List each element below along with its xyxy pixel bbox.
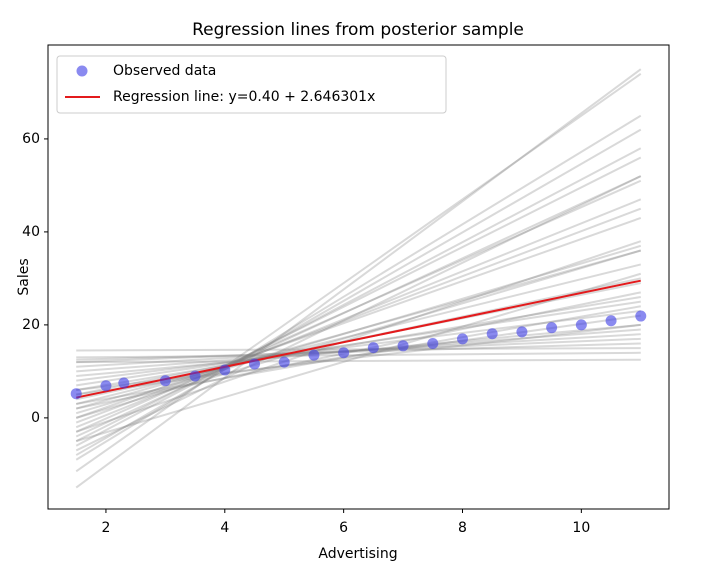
data-point — [516, 326, 528, 338]
sample-line — [75, 240, 642, 433]
data-point — [367, 342, 379, 354]
sample-line — [75, 207, 642, 424]
sample-line — [76, 296, 641, 391]
x-tick-label: 8 — [458, 520, 467, 536]
data-point — [456, 333, 468, 345]
sample-line — [75, 179, 642, 433]
sample-line — [75, 114, 642, 461]
sample-line — [75, 175, 642, 452]
sample-line — [76, 333, 641, 368]
y-tick-label: 40 — [22, 224, 40, 240]
data-point — [100, 380, 112, 392]
sample-line — [75, 156, 642, 443]
legend-marker — [76, 65, 88, 77]
plot-frame — [47, 44, 670, 510]
regression-line — [76, 279, 641, 399]
y-tick-label: 20 — [22, 317, 40, 333]
sample-line — [76, 347, 641, 352]
data-point — [486, 328, 498, 340]
x-tick-label: 2 — [101, 520, 110, 536]
data-point — [427, 337, 439, 349]
data-point — [249, 358, 261, 370]
data-point — [575, 319, 587, 331]
data-point — [605, 315, 617, 327]
sample-line — [76, 337, 641, 364]
data-point — [159, 375, 171, 387]
legend-box — [56, 55, 447, 114]
x-axis-label: Advertising — [318, 546, 397, 562]
x-tick-label: 6 — [339, 520, 348, 536]
y-axis-label: Sales — [16, 258, 32, 295]
sample-line — [76, 309, 641, 382]
data-point — [219, 364, 231, 376]
sample-line — [75, 217, 642, 419]
sample-line — [76, 328, 641, 373]
data-point — [338, 347, 350, 359]
sample-line — [76, 342, 641, 361]
sample-line — [75, 175, 642, 438]
sample-line — [75, 147, 642, 447]
legend-label: Regression line: y=0.40 + 2.646301x — [113, 89, 375, 105]
data-point — [308, 349, 320, 361]
sample-line — [75, 249, 642, 419]
x-tick-label: 4 — [220, 520, 229, 536]
sample-line — [75, 198, 642, 429]
x-tick-label: 10 — [572, 520, 590, 536]
sample-line — [76, 358, 641, 364]
sample-line — [75, 68, 642, 489]
sample-line — [75, 73, 642, 473]
sample-line — [75, 272, 642, 443]
y-tick-label: 0 — [31, 410, 40, 426]
sample-line — [75, 128, 642, 456]
sample-line — [76, 323, 641, 378]
legend-label: Observed data — [113, 63, 216, 79]
sample-line — [76, 291, 641, 410]
data-point — [397, 340, 409, 352]
y-tick-label: 60 — [22, 131, 40, 147]
data-point — [189, 370, 201, 382]
sample-line — [76, 351, 641, 359]
sample-line — [75, 244, 642, 415]
chart-title: Regression lines from posterior sample — [192, 20, 524, 40]
data-point — [118, 377, 130, 389]
data-point — [278, 356, 290, 368]
data-point — [70, 388, 82, 400]
sample-line — [76, 300, 641, 387]
data-point — [635, 310, 647, 322]
sample-line — [76, 305, 641, 405]
data-point — [546, 322, 558, 334]
